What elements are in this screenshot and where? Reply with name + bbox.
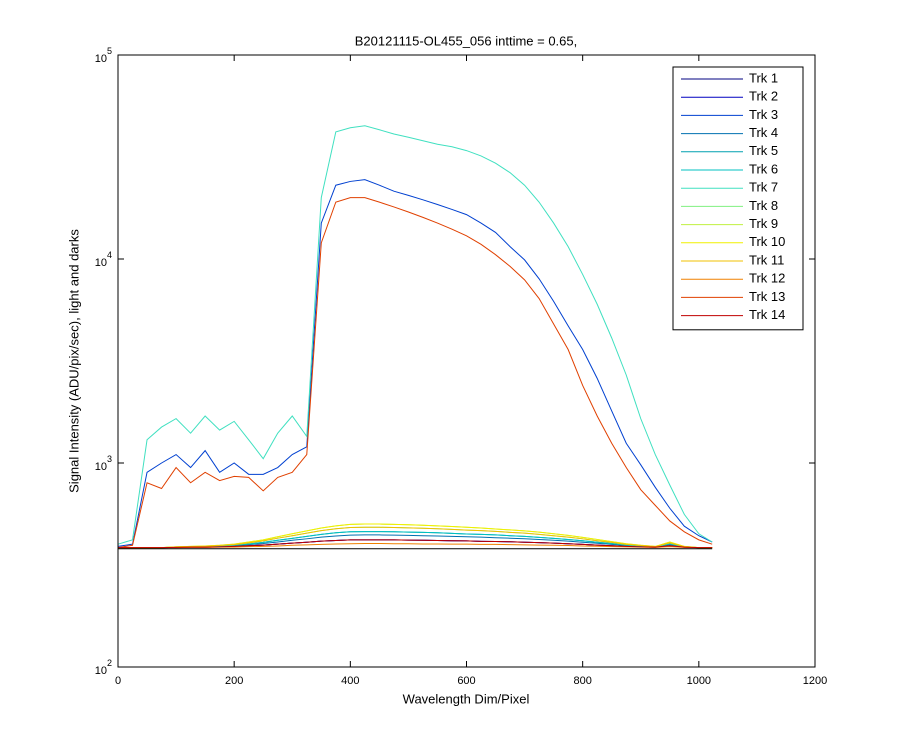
legend-label: Trk 14 <box>749 307 785 322</box>
x-tick-label: 1200 <box>803 675 827 687</box>
legend-label: Trk 10 <box>749 234 785 249</box>
y-tick-label: 104 <box>95 250 112 269</box>
legend-label: Trk 6 <box>749 161 778 176</box>
legend-label: Trk 5 <box>749 143 778 158</box>
legend-label: Trk 7 <box>749 180 778 195</box>
x-tick-label: 1000 <box>687 675 711 687</box>
legend-label: Trk 1 <box>749 70 778 85</box>
series-line <box>117 179 713 547</box>
legend-label: Trk 9 <box>749 216 778 231</box>
legend-label: Trk 8 <box>749 198 778 213</box>
x-tick-label: 600 <box>457 675 475 687</box>
x-tick-label: 0 <box>115 675 121 687</box>
y-tick-label: 103 <box>95 454 112 473</box>
y-tick-label: 105 <box>95 46 112 65</box>
y-tick-label: 102 <box>95 658 112 677</box>
legend-label: Trk 4 <box>749 125 778 140</box>
x-tick-label: 400 <box>341 675 359 687</box>
legend-box <box>672 66 804 331</box>
series-line <box>118 526 713 549</box>
x-tick-label: 200 <box>225 675 243 687</box>
series-line <box>118 539 713 549</box>
x-tick-label: 800 <box>573 675 591 687</box>
legend-label: Trk 11 <box>749 252 784 267</box>
series-line <box>117 125 713 545</box>
legend-label: Trk 13 <box>749 289 785 304</box>
legend-label: Trk 2 <box>749 89 778 104</box>
x-axis-label: Wavelength Dim/Pixel <box>403 691 530 706</box>
series-line <box>117 197 713 549</box>
legend-label: Trk 12 <box>749 271 785 286</box>
y-axis-label: Signal Intensity (ADU/pix/sec), light an… <box>66 229 81 493</box>
chart-title: B20121115-OL455_056 inttime = 0.65, <box>355 33 578 48</box>
legend-label: Trk 3 <box>749 107 778 122</box>
